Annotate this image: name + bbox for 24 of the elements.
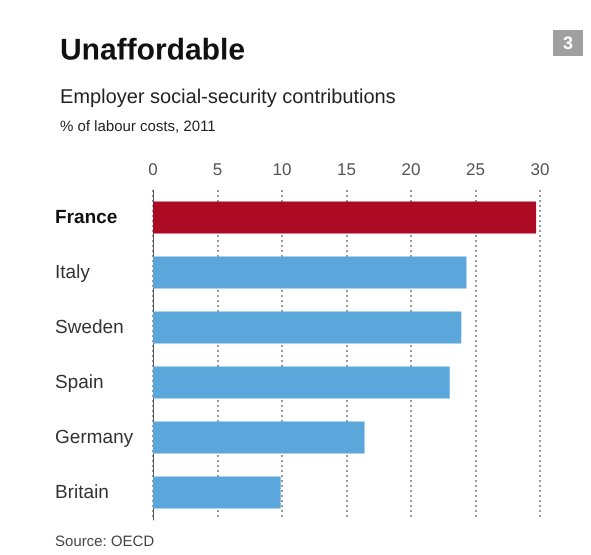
- x-tick-label: 5: [212, 160, 222, 179]
- x-tick-label: 10: [272, 160, 292, 179]
- x-tick-label: 0: [148, 160, 158, 179]
- text: 3: [562, 33, 574, 53]
- bar: [153, 202, 536, 234]
- y-tick-label: Britain: [55, 482, 109, 503]
- bar: [153, 312, 462, 344]
- chart-subtitle: Employer social-security contributions: [60, 86, 396, 108]
- y-tick-label: Italy: [55, 262, 90, 283]
- x-axis-title: % of labour costs, 2011: [60, 118, 216, 135]
- y-tick-label: Germany: [55, 427, 134, 448]
- bar: [153, 476, 281, 508]
- x-tick-label: 25: [466, 160, 485, 179]
- y-tick-label: Spain: [55, 372, 104, 393]
- x-tick-label: 30: [530, 160, 550, 179]
- chart-title: Unaffordable: [60, 34, 246, 66]
- x-tick-label: 20: [402, 160, 420, 179]
- bar: [153, 422, 365, 454]
- y-tick-label: France: [55, 207, 118, 228]
- bar: [153, 256, 466, 288]
- bar: [153, 366, 450, 398]
- source-note: Source: OECD: [55, 533, 154, 550]
- x-tick-label: 15: [337, 160, 356, 179]
- y-tick-label: Sweden: [55, 317, 124, 338]
